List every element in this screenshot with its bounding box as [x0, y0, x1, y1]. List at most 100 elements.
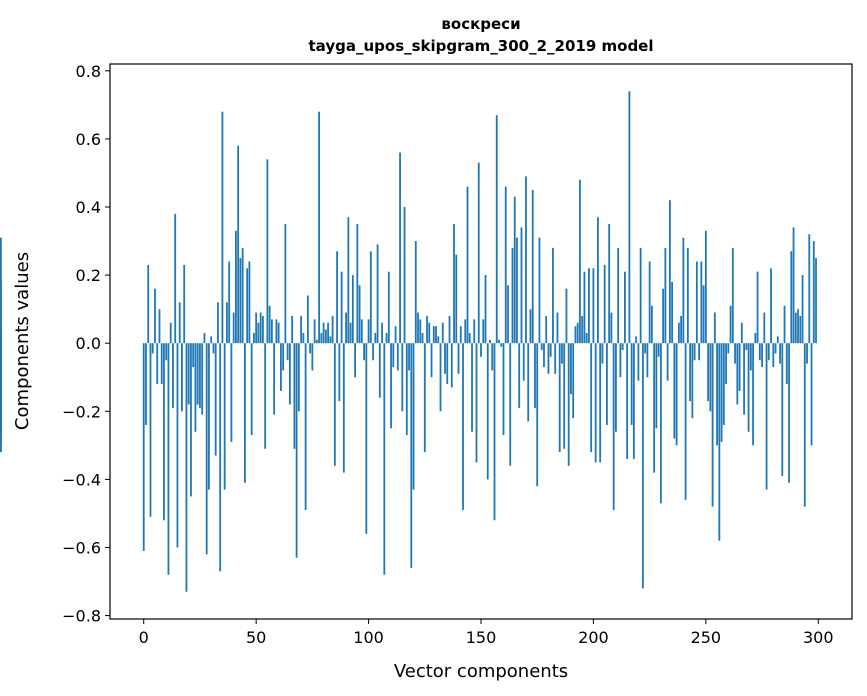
- bar: [700, 261, 703, 344]
- bar: [320, 332, 323, 344]
- bar: [369, 251, 372, 344]
- bar: [430, 343, 433, 378]
- bar: [421, 332, 424, 344]
- bar: [338, 343, 341, 402]
- bar: [297, 343, 300, 412]
- bar: [504, 186, 507, 344]
- bar: [181, 343, 183, 412]
- bar: [390, 343, 392, 429]
- bar: [417, 312, 419, 344]
- bar: [199, 343, 201, 408]
- bar: [396, 343, 399, 371]
- bar: [145, 343, 147, 425]
- bar: [196, 343, 199, 405]
- bar: [214, 343, 217, 456]
- bar: [774, 343, 777, 354]
- bar: [468, 332, 471, 344]
- bar: [457, 343, 460, 374]
- bar: [327, 322, 329, 344]
- bar: [477, 162, 480, 344]
- bar: [655, 343, 658, 429]
- bar: [716, 343, 718, 446]
- bar: [543, 343, 545, 368]
- bar: [615, 343, 617, 432]
- bar: [489, 339, 491, 344]
- bar: [754, 332, 757, 344]
- bar: [806, 343, 808, 364]
- bar: [799, 315, 802, 344]
- x-tick-label: 50: [246, 628, 266, 647]
- bar: [522, 343, 525, 381]
- bar: [779, 343, 781, 364]
- bar: [235, 230, 237, 344]
- bar: [507, 285, 509, 344]
- bar: [558, 343, 561, 453]
- bar: [574, 326, 577, 344]
- bar: [758, 343, 761, 361]
- bar: [675, 343, 678, 446]
- bar: [363, 343, 365, 361]
- bar: [641, 343, 644, 589]
- bar: [633, 343, 635, 459]
- bar: [154, 288, 156, 344]
- bar: [648, 261, 651, 344]
- x-tick-label: 300: [803, 628, 834, 647]
- bar: [527, 343, 530, 422]
- bar: [803, 343, 806, 507]
- bar: [0, 237, 2, 344]
- bar: [223, 343, 226, 490]
- y-tick-label: −0.6: [62, 538, 101, 557]
- bar: [588, 268, 590, 344]
- bar: [689, 343, 692, 402]
- bar: [664, 247, 667, 344]
- bar: [381, 322, 383, 344]
- bar: [572, 343, 575, 419]
- bar: [0, 343, 2, 446]
- bar: [486, 343, 489, 480]
- bar: [423, 343, 426, 453]
- bar: [682, 237, 685, 344]
- bar: [268, 305, 271, 344]
- bar: [241, 247, 244, 344]
- bar: [767, 343, 770, 361]
- bar: [322, 322, 325, 344]
- bar: [657, 343, 660, 357]
- x-tick-label: 0: [139, 628, 149, 647]
- bar: [536, 343, 539, 487]
- bar: [232, 312, 235, 344]
- bar: [677, 322, 680, 344]
- bar: [446, 343, 449, 385]
- bar: [270, 319, 273, 344]
- bar: [378, 343, 381, 398]
- bar: [597, 217, 599, 344]
- bar: [707, 343, 709, 402]
- bar: [815, 258, 817, 344]
- bar: [727, 343, 730, 354]
- bar: [354, 343, 356, 378]
- bar: [473, 319, 476, 344]
- bar: [484, 275, 487, 344]
- bar: [462, 343, 464, 511]
- bar: [554, 343, 557, 374]
- bar: [549, 343, 552, 357]
- bar: [360, 319, 363, 344]
- bar: [403, 207, 406, 344]
- bars-group: [0, 91, 817, 592]
- bar: [405, 343, 408, 436]
- bar: [142, 343, 145, 551]
- bar: [680, 315, 683, 344]
- bar: [563, 343, 566, 449]
- bar: [498, 339, 500, 344]
- bar: [684, 343, 687, 500]
- bar: [205, 343, 208, 555]
- bar: [720, 343, 723, 442]
- bar: [749, 343, 752, 371]
- bar: [372, 343, 374, 361]
- bar: [412, 343, 415, 490]
- bar: [279, 343, 282, 391]
- bar: [637, 343, 640, 381]
- bar: [502, 343, 505, 436]
- bar: [686, 247, 689, 344]
- bar: [740, 322, 743, 344]
- bar: [257, 322, 260, 344]
